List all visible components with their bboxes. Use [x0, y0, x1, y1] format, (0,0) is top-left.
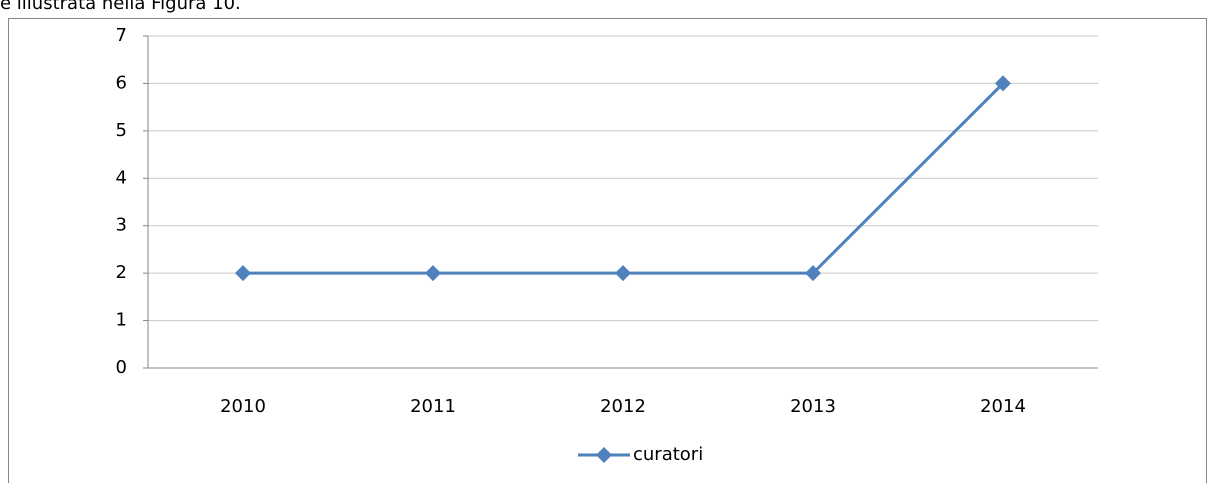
y-tick-label: 4 [116, 167, 127, 188]
x-tick-label: 2012 [600, 396, 646, 417]
x-tick-label: 2014 [980, 396, 1026, 417]
x-tick-label: 2013 [790, 396, 836, 417]
data-point [615, 265, 631, 282]
annotation: è illustrata nella Figura 10. [0, 0, 241, 14]
y-tick-label: 3 [116, 215, 127, 236]
y-tick-label: 5 [116, 120, 127, 141]
x-tick-label: 2011 [410, 396, 456, 417]
legend-label: curatori [633, 444, 703, 465]
data-point [425, 265, 441, 282]
data-point [805, 265, 821, 282]
data-point [995, 75, 1011, 92]
chart-border [8, 18, 1207, 483]
y-tick-label: 6 [116, 72, 127, 93]
x-tick-label: 2010 [220, 396, 266, 417]
y-tick-label: 2 [116, 262, 127, 283]
y-tick-label: 0 [116, 357, 127, 378]
y-tick-label: 7 [116, 25, 127, 46]
data-point [235, 265, 251, 282]
legend-marker [596, 447, 612, 463]
y-tick-label: 1 [116, 310, 127, 331]
